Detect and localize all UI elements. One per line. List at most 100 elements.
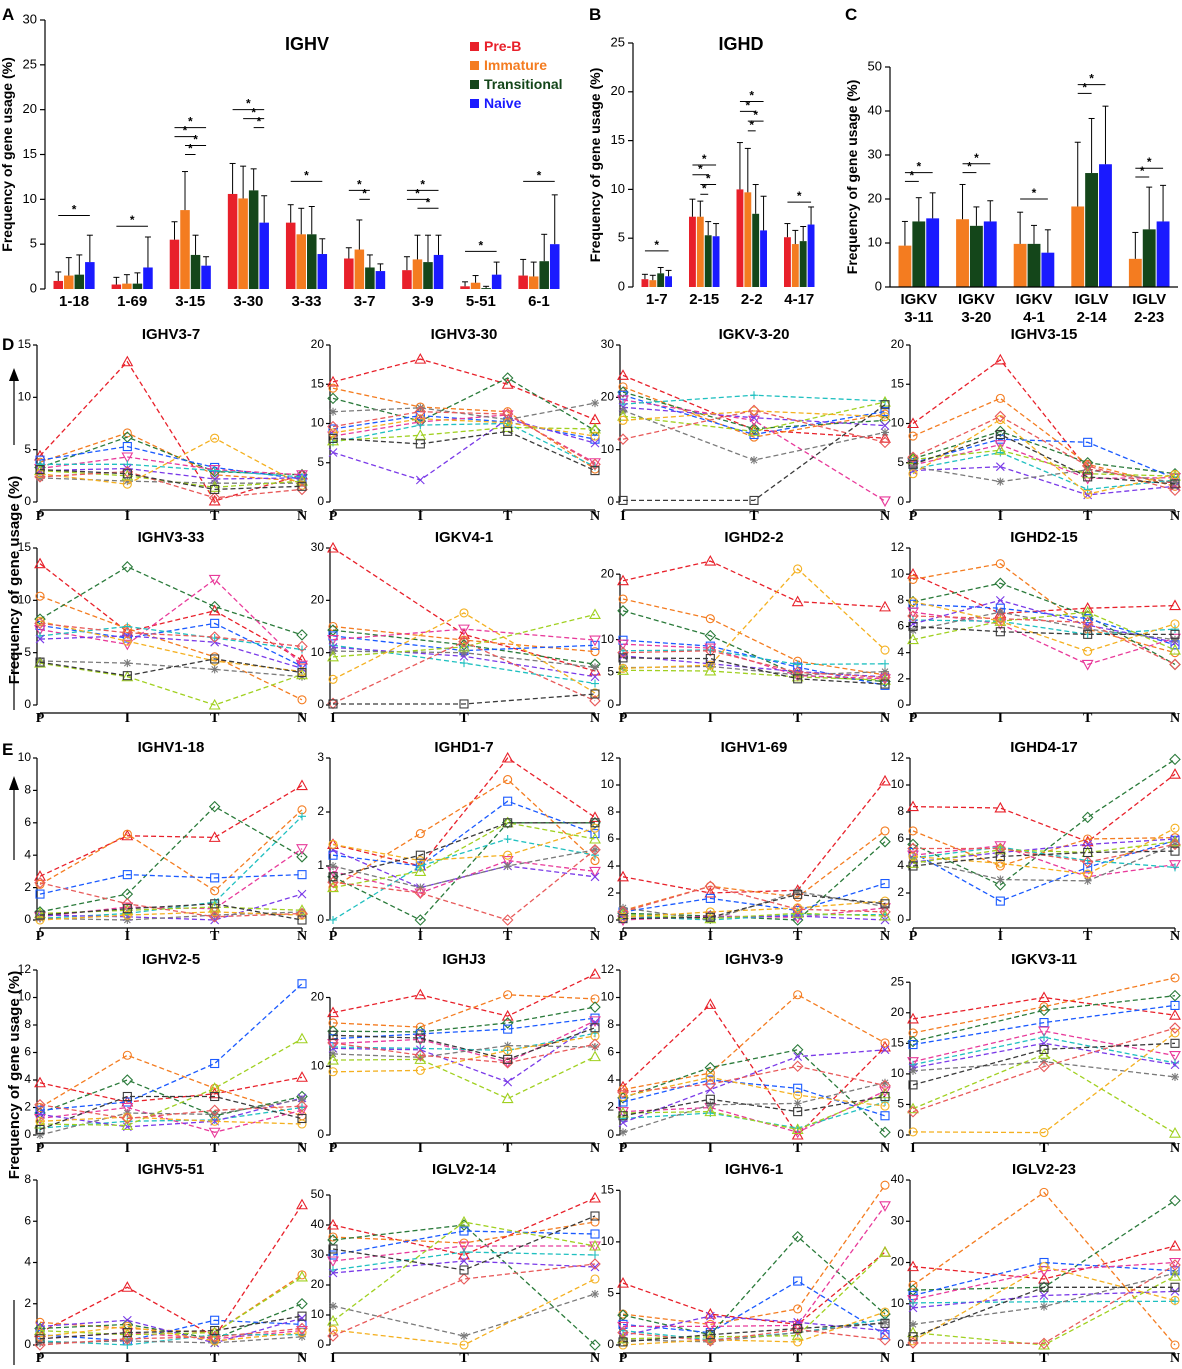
y-tick-label: 10 bbox=[23, 191, 37, 206]
y-tick-label: 12 bbox=[891, 540, 905, 554]
y-axis-label: Frequency of gene usage (%) bbox=[587, 68, 603, 262]
data-point bbox=[1169, 1239, 1181, 1251]
data-point bbox=[908, 597, 918, 607]
series-line bbox=[622, 610, 886, 683]
series-line bbox=[39, 662, 303, 706]
chart-title: IGHV5-51 bbox=[138, 1161, 205, 1178]
y-tick-label: 40 bbox=[891, 1172, 905, 1186]
data-point bbox=[880, 645, 890, 655]
y-tick-label: 10 bbox=[18, 990, 32, 1004]
bar-naive bbox=[1041, 252, 1055, 287]
y-tick-label: 4 bbox=[24, 847, 31, 861]
x-tick-label: T bbox=[210, 711, 220, 726]
chart-title: IGHV bbox=[285, 34, 329, 54]
data-point bbox=[415, 829, 425, 839]
y-tick-label: 20 bbox=[311, 337, 325, 351]
data-point bbox=[210, 911, 219, 920]
series-line bbox=[332, 1260, 596, 1274]
data-point bbox=[1083, 646, 1093, 656]
data-point bbox=[618, 653, 628, 663]
series-line bbox=[912, 846, 1176, 869]
data-point bbox=[297, 695, 307, 705]
series-line bbox=[332, 629, 596, 665]
series-line bbox=[39, 1079, 303, 1117]
series-line bbox=[39, 437, 303, 486]
significance-star: * bbox=[357, 177, 362, 191]
data-point bbox=[298, 812, 306, 821]
series-line bbox=[622, 394, 886, 436]
data-point bbox=[1083, 614, 1093, 624]
data-point bbox=[907, 451, 919, 464]
data-point bbox=[414, 914, 427, 926]
data-point bbox=[617, 646, 629, 659]
series-line bbox=[622, 1090, 886, 1133]
x-tick-label: I bbox=[708, 1141, 713, 1156]
data-point bbox=[1169, 1022, 1181, 1034]
data-point bbox=[791, 670, 804, 682]
x-tick-label: N bbox=[880, 509, 890, 524]
x-tick-label: I bbox=[125, 509, 130, 524]
data-point bbox=[415, 1065, 425, 1075]
data-point bbox=[618, 495, 628, 505]
series-line bbox=[332, 411, 596, 465]
bar-pre-b bbox=[784, 237, 791, 287]
series-line bbox=[332, 1221, 596, 1322]
x-tick-label: 3-9 bbox=[412, 293, 434, 310]
data-point bbox=[879, 395, 891, 407]
bar-naive bbox=[926, 218, 940, 287]
data-point bbox=[328, 1268, 338, 1278]
data-point bbox=[296, 1032, 308, 1044]
data-point bbox=[34, 471, 46, 483]
y-tick-label: 6 bbox=[897, 831, 904, 845]
data-point bbox=[590, 872, 600, 882]
series-line bbox=[912, 977, 1176, 1034]
data-point bbox=[459, 1265, 469, 1275]
series-line bbox=[622, 1311, 886, 1346]
legend-swatch bbox=[470, 61, 479, 70]
x-tick-label: P bbox=[329, 929, 338, 944]
y-tick-label: 3 bbox=[317, 750, 324, 764]
y-tick-label: 10 bbox=[891, 416, 905, 430]
data-point bbox=[501, 856, 514, 867]
series-line bbox=[39, 873, 303, 895]
data-point bbox=[328, 424, 338, 434]
data-point bbox=[590, 823, 600, 833]
data-point bbox=[704, 1078, 717, 1090]
series-line bbox=[622, 841, 886, 921]
significance-star: * bbox=[745, 98, 750, 112]
series-line bbox=[622, 410, 886, 422]
y-tick-label: 20 bbox=[601, 390, 615, 404]
data-point bbox=[791, 666, 804, 679]
x-tick-label: 4-17 bbox=[784, 291, 814, 308]
series-line bbox=[39, 445, 303, 480]
data-point bbox=[327, 420, 339, 433]
chart-title: IGHV1-69 bbox=[721, 739, 788, 756]
y-tick-label: 15 bbox=[18, 540, 32, 554]
series-line bbox=[622, 386, 886, 438]
series-line bbox=[912, 995, 1176, 1043]
data-point bbox=[589, 1339, 601, 1351]
x-tick-label: T bbox=[793, 1351, 803, 1366]
data-point bbox=[296, 483, 308, 496]
series-line bbox=[39, 809, 303, 892]
series-line bbox=[622, 669, 886, 681]
y-tick-label: 10 bbox=[311, 1058, 325, 1072]
significance-star: * bbox=[706, 172, 711, 186]
data-point bbox=[996, 477, 1005, 486]
data-point bbox=[793, 1304, 803, 1314]
y-tick-label: 40 bbox=[311, 1217, 325, 1231]
bar-naive bbox=[317, 254, 328, 289]
e-side-ylabel: Frequency of gene usage (%) bbox=[6, 776, 23, 1365]
y-tick-label: 8 bbox=[897, 593, 904, 607]
data-point bbox=[210, 1110, 219, 1119]
data-point bbox=[617, 1276, 629, 1288]
series-line bbox=[912, 996, 1176, 1020]
data-point bbox=[297, 1328, 307, 1338]
series-line bbox=[622, 399, 886, 502]
data-point bbox=[210, 433, 220, 443]
y-tick-label: 0 bbox=[897, 494, 904, 508]
bar-chart-c: 0 10 20 30 40 50 Frequency of gene usage (%) IG… bbox=[844, 58, 1178, 326]
panel-label-c: C bbox=[845, 5, 857, 24]
data-point bbox=[459, 1340, 469, 1350]
data-point bbox=[503, 850, 513, 860]
